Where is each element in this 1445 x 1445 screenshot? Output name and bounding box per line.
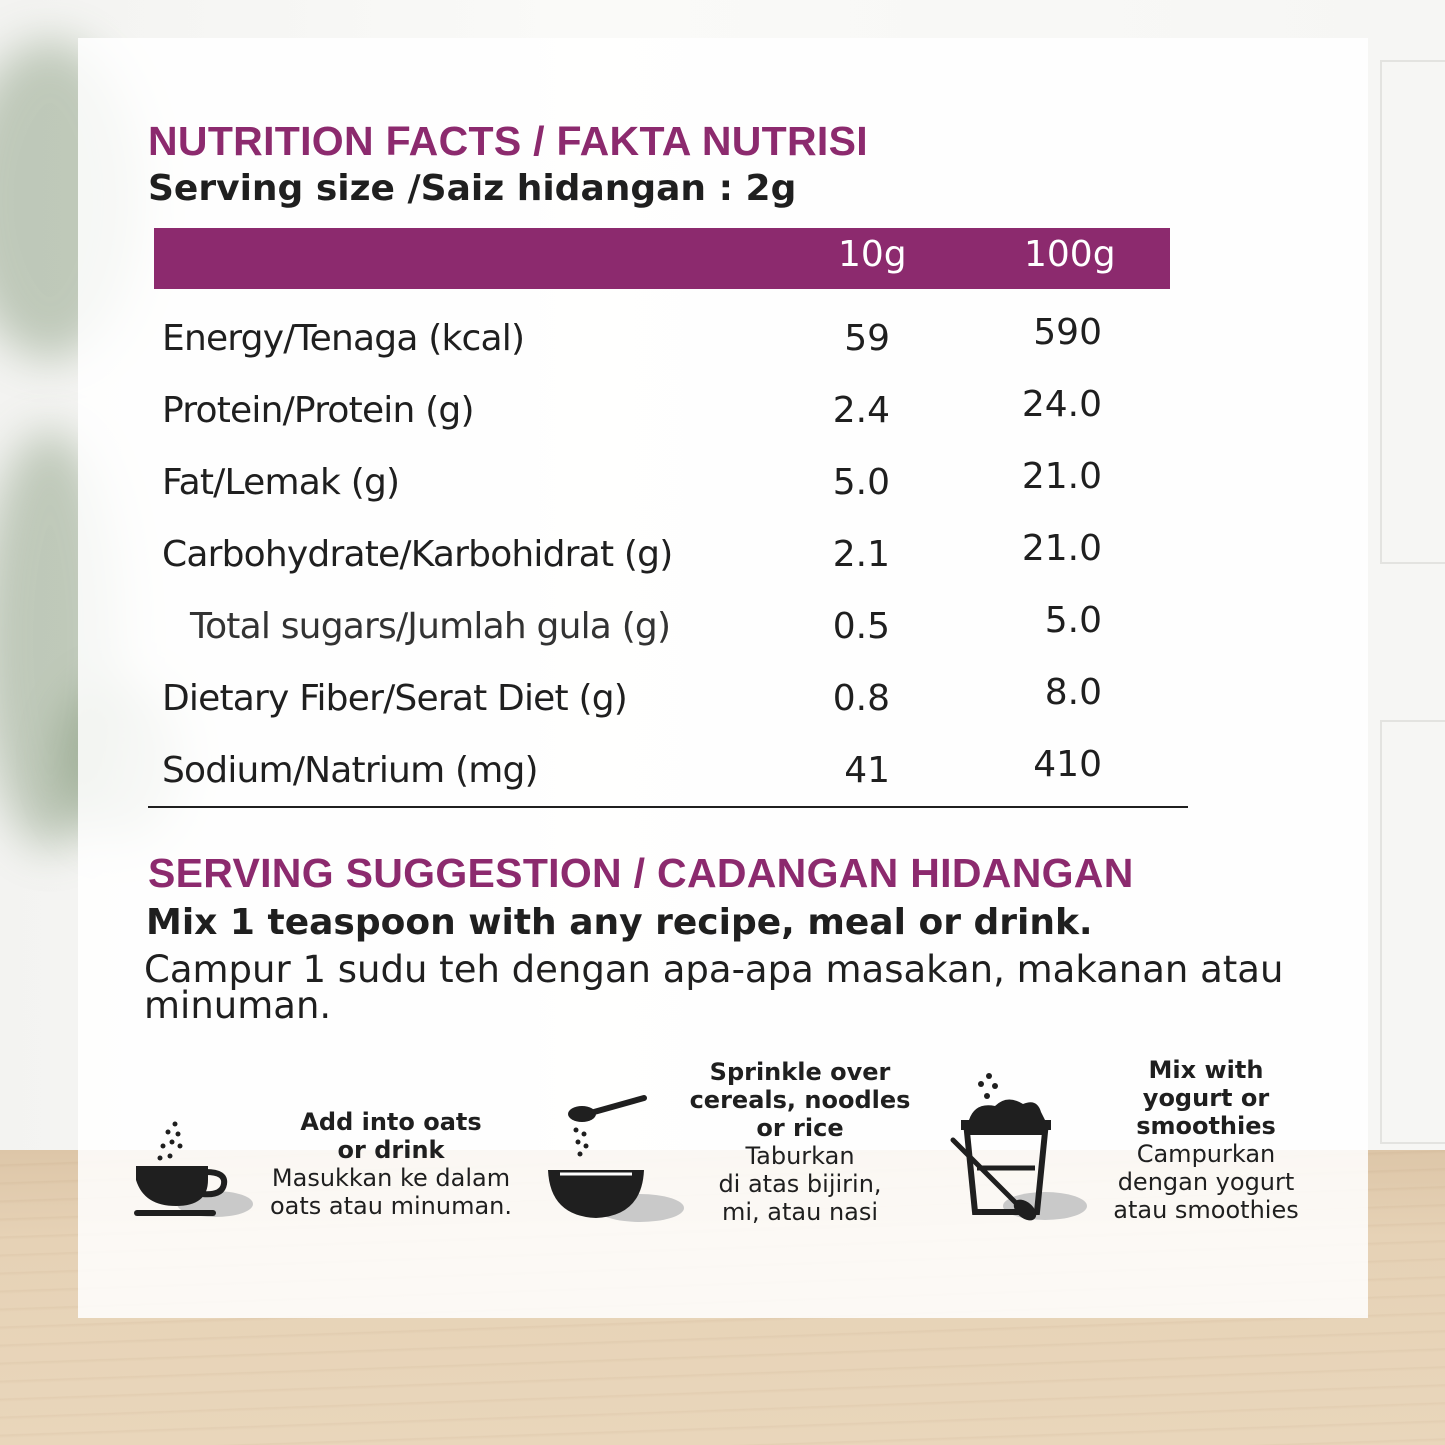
use-ms-line: oats atau minuman. — [270, 1192, 512, 1220]
use-ms-line: Taburkan — [745, 1142, 855, 1170]
use-en-line: smoothies — [1136, 1112, 1276, 1140]
value-per-100g: 24.0 — [1021, 384, 1102, 425]
use-en-line: yogurt or — [1142, 1084, 1270, 1112]
value-per-10g: 0.5 — [832, 606, 890, 647]
use-en-line: Add into oats — [300, 1108, 482, 1136]
use-en-line: Mix with — [1148, 1056, 1264, 1084]
use-en-line: Sprinkle over — [709, 1058, 891, 1086]
value-per-10g: 5.0 — [832, 462, 890, 503]
serving-size: Serving size /Saiz hidangan : 2g — [148, 168, 797, 209]
use-ms-line: Campurkan — [1136, 1140, 1276, 1168]
use-en-line: or rice — [756, 1114, 844, 1142]
value-per-100g: 8.0 — [1044, 672, 1102, 713]
value-per-100g: 5.0 — [1044, 600, 1102, 641]
use-en-line: cereals, noodles — [689, 1086, 911, 1114]
column-header-100g: 100g — [1024, 234, 1116, 275]
wall-panel-line — [1380, 720, 1445, 1144]
nutrient-label: Protein/Protein (g) — [162, 390, 475, 431]
coffee-cup-icon — [134, 1121, 253, 1217]
nutrition-table-header: 10g 100g — [154, 228, 1170, 289]
use-ms-line: dengan yogurt — [1117, 1168, 1295, 1196]
use-mix-yogurt: Mix with yogurt or smoothies Campurkan d… — [1090, 1056, 1322, 1224]
table-row: Total sugars/Jumlah gula (g) 0.5 5.0 — [162, 600, 1162, 666]
nutrient-label: Carbohydrate/Karbohidrat (g) — [162, 534, 673, 575]
use-ms-line: mi, atau nasi — [721, 1198, 879, 1226]
use-add-oats: Add into oats or drink Masukkan ke dalam… — [250, 1108, 532, 1220]
table-row: Carbohydrate/Karbohidrat (g) 2.1 21.0 — [162, 528, 1162, 594]
table-row: Sodium/Natrium (mg) 41 410 — [162, 744, 1162, 810]
value-per-100g: 410 — [1033, 744, 1102, 785]
use-ms-line: di atas bijirin, — [718, 1170, 882, 1198]
value-per-10g: 59 — [844, 318, 890, 359]
spoon-bowl-icon — [548, 1095, 684, 1222]
table-row: Dietary Fiber/Serat Diet (g) 0.8 8.0 — [162, 672, 1162, 738]
suggestion-english: Mix 1 teaspoon with any recipe, meal or … — [146, 902, 1093, 943]
use-en-line: or drink — [337, 1136, 445, 1164]
use-ms-line: Masukkan ke dalam — [271, 1164, 511, 1192]
table-row: Energy/Tenaga (kcal) 59 590 — [162, 312, 1162, 378]
nutrient-label: Fat/Lemak (g) — [162, 462, 400, 503]
suggestion-malay: Campur 1 sudu teh dengan apa-apa masakan… — [144, 948, 1284, 1027]
table-row: Fat/Lemak (g) 5.0 21.0 — [162, 456, 1162, 522]
nutrient-label: Sodium/Natrium (mg) — [162, 750, 539, 791]
use-sprinkle: Sprinkle over cereals, noodles or rice T… — [680, 1058, 920, 1226]
nutrient-label: Energy/Tenaga (kcal) — [162, 318, 525, 359]
nutrient-label-sub: Total sugars/Jumlah gula (g) — [190, 606, 671, 647]
suggestion-title: SERVING SUGGESTION / CADANGAN HIDANGAN — [148, 850, 1134, 896]
value-per-100g: 21.0 — [1021, 456, 1102, 497]
nutrient-label: Dietary Fiber/Serat Diet (g) — [162, 678, 628, 719]
nutrition-title: NUTRITION FACTS / FAKTA NUTRISI — [148, 118, 868, 164]
column-header-10g: 10g — [838, 234, 907, 275]
value-per-10g: 41 — [844, 750, 890, 791]
table-bottom-rule — [148, 806, 1188, 808]
table-row: Protein/Protein (g) 2.4 24.0 — [162, 384, 1162, 450]
value-per-10g: 2.1 — [832, 534, 890, 575]
value-per-100g: 21.0 — [1021, 528, 1102, 569]
wall-panel-line — [1380, 60, 1445, 564]
value-per-100g: 590 — [1033, 312, 1102, 353]
use-ms-line: atau smoothies — [1113, 1196, 1299, 1224]
value-per-10g: 2.4 — [832, 390, 890, 431]
value-per-10g: 0.8 — [832, 678, 890, 719]
smoothie-cup-icon — [950, 1073, 1087, 1221]
